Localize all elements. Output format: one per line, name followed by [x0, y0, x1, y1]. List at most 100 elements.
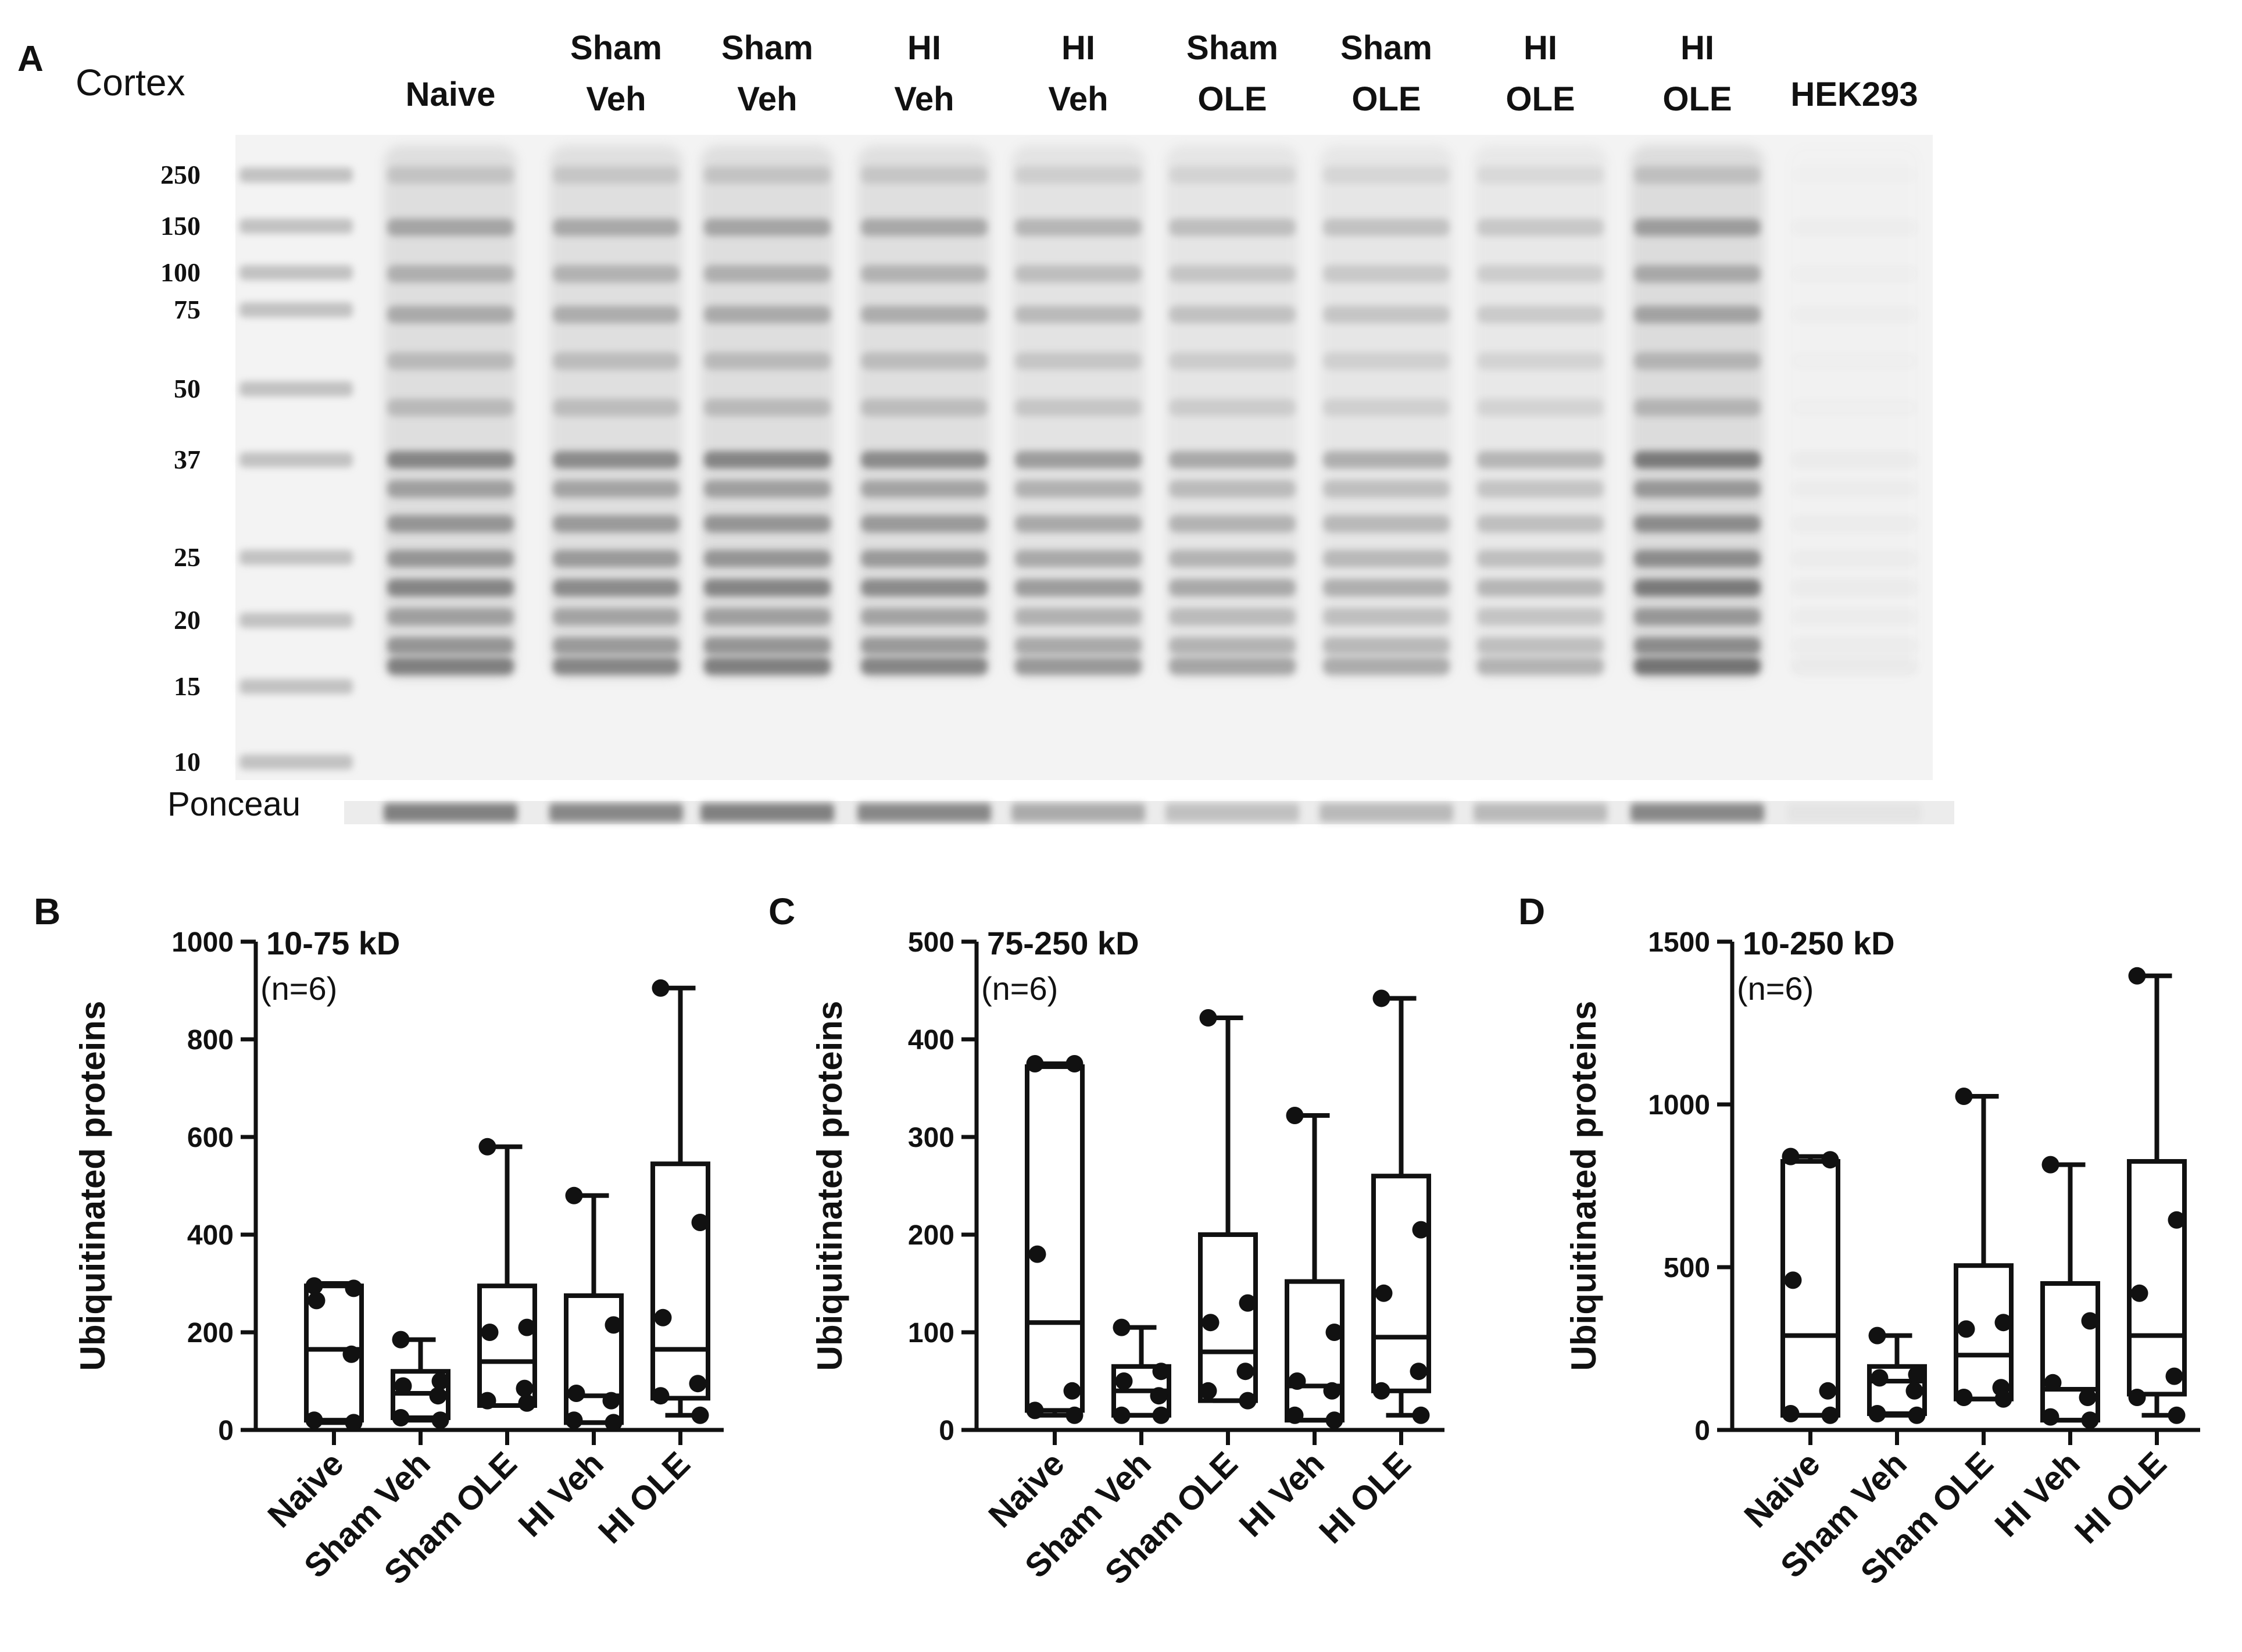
protein-band: [1323, 579, 1450, 596]
protein-band: [1169, 166, 1296, 184]
box-sham-ole: [1198, 1009, 1258, 1410]
protein-band: [553, 550, 680, 567]
y-tick-label: 100: [908, 1318, 954, 1349]
protein-band: [1015, 657, 1142, 675]
box-hi-veh: [1285, 1107, 1345, 1429]
protein-band: [1323, 399, 1450, 416]
box-sham-veh: [1867, 1326, 1927, 1424]
protein-band: [861, 166, 988, 184]
lane-label-line1: HI: [1524, 29, 1557, 67]
data-point: [1115, 1372, 1133, 1390]
protein-band: [387, 637, 514, 655]
protein-band: [1169, 579, 1296, 596]
data-point: [1286, 1107, 1304, 1125]
protein-band: [861, 550, 988, 567]
data-point: [431, 1372, 449, 1390]
ladder-band: [239, 550, 353, 565]
protein-band: [861, 657, 988, 675]
lane-label-line2: Veh: [586, 80, 646, 118]
protein-band: [704, 480, 831, 498]
data-point: [2130, 1284, 2148, 1302]
protein-band: [1791, 166, 1918, 184]
iqr-box: [564, 1293, 624, 1425]
iqr-box: [1198, 1232, 1258, 1403]
protein-band: [553, 306, 680, 323]
protein-band: [1791, 657, 1918, 675]
protein-band: [1169, 306, 1296, 323]
protein-band: [553, 579, 680, 596]
data-point: [2041, 1408, 2059, 1426]
data-point: [2168, 1406, 2186, 1424]
data-point: [478, 1392, 496, 1410]
data-point: [305, 1411, 323, 1429]
lane-label-line2: OLE: [1197, 80, 1267, 118]
box-sham-ole: [477, 1138, 537, 1412]
protein-band: [704, 608, 831, 625]
protein-band: [1323, 608, 1450, 625]
protein-band: [1477, 480, 1604, 498]
protein-band: [1477, 608, 1604, 625]
protein-band: [1477, 637, 1604, 655]
y-tick-label: 500: [908, 927, 954, 958]
protein-band: [1634, 166, 1761, 184]
protein-band: [1169, 219, 1296, 236]
data-point: [342, 1345, 360, 1363]
ladder-band: [239, 167, 353, 183]
data-point: [605, 1414, 623, 1432]
data-point: [1150, 1387, 1168, 1405]
protein-band: [1791, 399, 1918, 416]
data-point: [394, 1377, 412, 1395]
data-point: [565, 1411, 583, 1429]
protein-band: [1477, 219, 1604, 236]
protein-band: [704, 451, 831, 469]
protein-band: [1634, 579, 1761, 596]
protein-band: [1634, 550, 1761, 567]
protein-band: [1015, 515, 1142, 532]
ponceau-band: [549, 803, 683, 822]
data-point: [392, 1409, 410, 1426]
data-point: [1113, 1406, 1131, 1424]
protein-band: [1015, 637, 1142, 655]
data-point: [1994, 1314, 2012, 1332]
chart-title: 10-250 kD: [1743, 925, 1895, 961]
data-point: [1325, 1324, 1343, 1341]
y-axis-label: Ubiquitinated proteins: [810, 1001, 849, 1371]
protein-band: [704, 352, 831, 370]
iqr-box: [1025, 1064, 1085, 1413]
chart-subtitle: (n=6): [981, 970, 1058, 1007]
protein-band: [1477, 579, 1604, 596]
protein-band: [1791, 515, 1918, 532]
protein-band: [1791, 550, 1918, 567]
mw-marker-label: 50: [174, 374, 201, 403]
y-tick-label: 0: [1694, 1415, 1710, 1446]
y-tick-label: 200: [908, 1220, 954, 1251]
protein-band: [387, 399, 514, 416]
protein-band: [1634, 399, 1761, 416]
data-point: [691, 1214, 709, 1231]
protein-band: [861, 219, 988, 236]
y-tick-label: 400: [908, 1025, 954, 1056]
protein-band: [861, 608, 988, 625]
protein-band: [1323, 550, 1450, 567]
protein-band: [1791, 608, 1918, 625]
data-point: [1065, 1055, 1084, 1072]
protein-band: [1015, 608, 1142, 625]
data-point: [689, 1375, 707, 1393]
ponceau-band: [384, 803, 517, 822]
data-point: [567, 1385, 585, 1402]
protein-band: [1323, 352, 1450, 370]
protein-band: [1791, 579, 1918, 596]
protein-band: [1634, 480, 1761, 498]
y-tick-label: 500: [1664, 1253, 1710, 1283]
lane-label-line1: HI: [1061, 29, 1095, 67]
blot-lane: [700, 145, 834, 680]
protein-band: [1323, 306, 1450, 323]
protein-band: [387, 352, 514, 370]
protein-band: [1323, 515, 1450, 532]
protein-band: [553, 515, 680, 532]
iqr-box: [304, 1283, 364, 1423]
protein-band: [553, 480, 680, 498]
blot-lane: [1165, 145, 1299, 680]
ponceau-bands: [384, 803, 1921, 822]
blot-lane: [1320, 145, 1453, 680]
